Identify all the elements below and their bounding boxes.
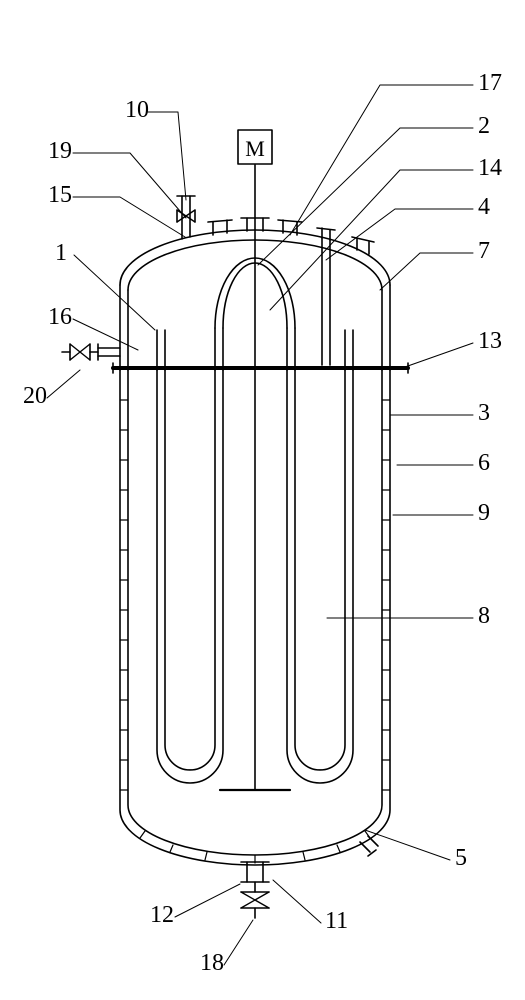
leader-4 <box>326 209 473 260</box>
label-5: 5 <box>455 845 467 871</box>
coil-right-outer <box>287 370 353 783</box>
leader-14 <box>270 170 473 310</box>
label-13: 13 <box>478 328 502 354</box>
label-4: 4 <box>478 194 490 220</box>
jacket-ties-right <box>382 400 390 790</box>
label-16: 16 <box>48 304 72 330</box>
coil-right-top <box>287 328 353 370</box>
leader-20 <box>47 370 80 398</box>
reactor-diagram: M <box>0 0 525 1000</box>
jacket-ties-left <box>120 400 128 790</box>
label-9: 9 <box>478 500 490 526</box>
label-8: 8 <box>478 603 490 629</box>
label-6: 6 <box>478 450 490 476</box>
bottom-nozzle <box>241 862 269 918</box>
label-12: 12 <box>150 902 174 928</box>
label-18: 18 <box>200 950 224 976</box>
leader-15 <box>73 197 185 237</box>
label-14: 14 <box>478 155 502 181</box>
label-3: 3 <box>478 400 490 426</box>
leader-11 <box>273 880 321 923</box>
leader-13 <box>405 343 473 367</box>
coil-left-inner <box>165 370 215 770</box>
part-labels: 1234567891011121314151617181920 <box>23 70 502 976</box>
coil-right-inner <box>295 370 345 770</box>
label-20: 20 <box>23 383 47 409</box>
leader-lines <box>47 85 473 965</box>
label-7: 7 <box>478 238 490 264</box>
leader-18 <box>224 920 253 965</box>
label-11: 11 <box>325 908 348 934</box>
motor-label: M <box>245 136 265 161</box>
label-1: 1 <box>55 240 67 266</box>
label-15: 15 <box>48 182 72 208</box>
leader-10 <box>148 112 186 200</box>
leader-17 <box>290 85 473 235</box>
leader-19 <box>73 153 186 218</box>
label-17: 17 <box>478 70 502 96</box>
label-2: 2 <box>478 113 490 139</box>
leader-2 <box>258 128 473 265</box>
leader-7 <box>380 253 473 290</box>
leader-12 <box>175 884 240 917</box>
side-nozzle-left <box>62 344 120 360</box>
coil-left-top <box>157 328 223 370</box>
label-10: 10 <box>125 97 149 123</box>
label-19: 19 <box>48 138 72 164</box>
coil-left-outer <box>157 370 223 783</box>
jacket-ties-bottom <box>140 831 370 863</box>
